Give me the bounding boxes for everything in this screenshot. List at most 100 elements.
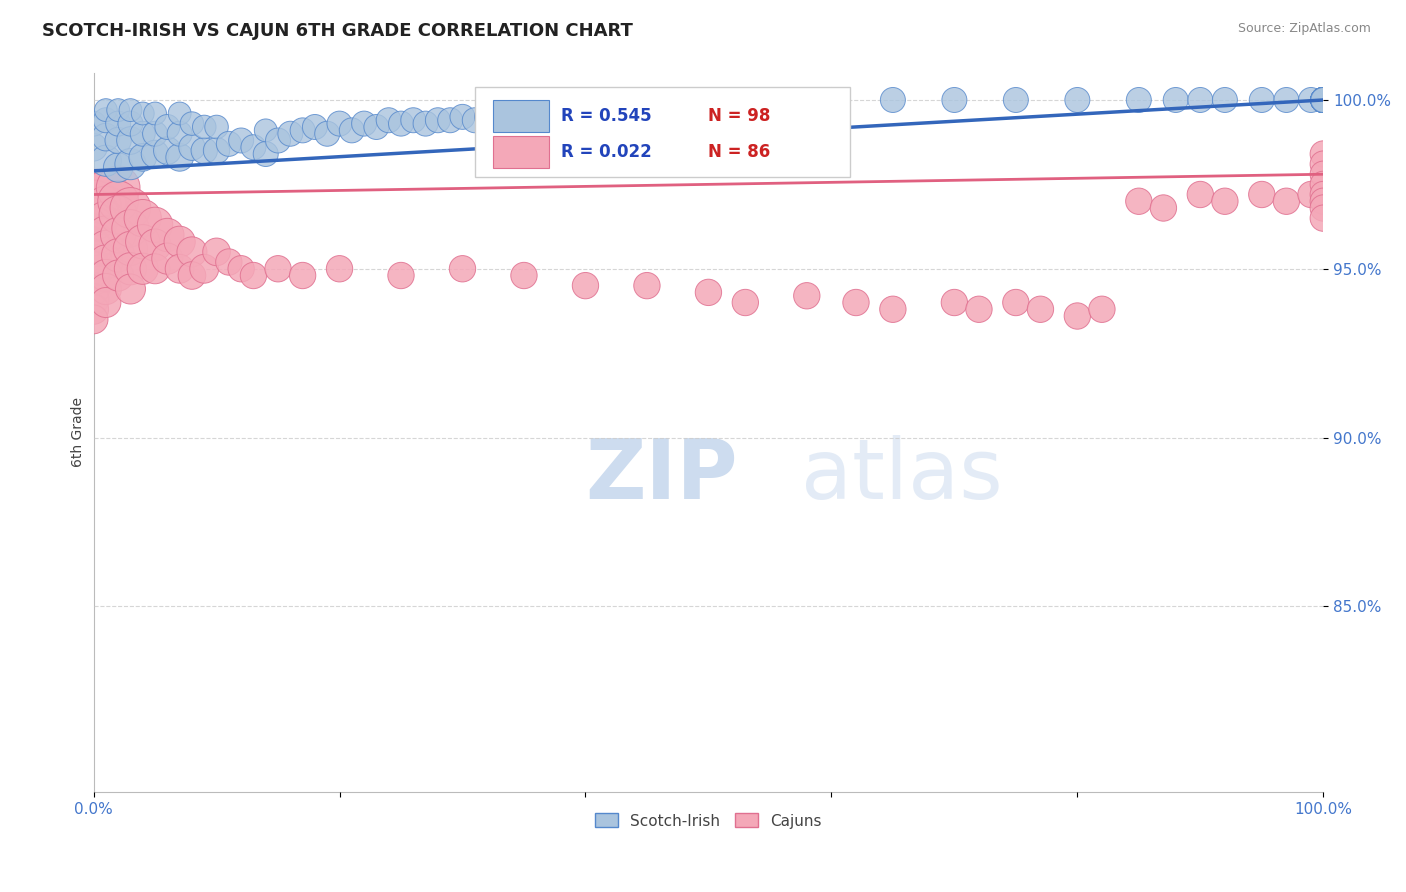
Point [1312,93,1334,107]
Point [562,103,585,117]
Point [1312,93,1334,107]
Point [83,235,105,249]
Point [205,144,228,158]
Point [169,106,191,120]
Point [389,117,412,131]
Point [83,194,105,209]
Point [1312,93,1334,107]
Point [83,312,105,326]
Point [1152,201,1174,215]
Point [304,120,326,134]
Point [120,133,142,147]
Point [599,100,621,114]
Point [242,268,264,283]
Bar [494,100,548,132]
Point [193,261,215,276]
Point [120,103,142,117]
Point [1128,93,1150,107]
Point [83,208,105,222]
Point [143,218,166,232]
Point [267,133,290,147]
Point [537,103,560,117]
Point [169,150,191,164]
Point [278,127,301,141]
Point [1189,187,1212,202]
Point [83,140,105,154]
Point [231,261,253,276]
Point [169,235,191,249]
Point [156,227,179,242]
Point [94,242,117,256]
Point [94,130,117,145]
Point [550,106,572,120]
Point [83,282,105,296]
Point [501,106,523,120]
Y-axis label: 6th Grade: 6th Grade [72,398,86,467]
Point [291,268,314,283]
Point [120,157,142,171]
Point [107,161,129,175]
Point [586,103,609,117]
Point [1312,93,1334,107]
Point [231,133,253,147]
Point [1312,194,1334,209]
Point [1312,93,1334,107]
Point [83,117,105,131]
Point [107,248,129,262]
Point [1164,93,1187,107]
Point [132,211,155,226]
Point [1091,302,1114,317]
Point [181,268,204,283]
Point [83,221,105,235]
Point [181,244,204,259]
Text: ZIP: ZIP [585,435,738,516]
Point [402,113,425,128]
Point [426,113,449,128]
Point [1312,93,1334,107]
Point [94,295,117,310]
Point [1312,93,1334,107]
Point [328,117,350,131]
Point [143,127,166,141]
Point [1312,147,1334,161]
Point [242,140,264,154]
Point [697,285,720,300]
Point [107,117,129,131]
Point [83,292,105,306]
Point [1312,178,1334,192]
Point [267,261,290,276]
Point [132,150,155,164]
Point [156,144,179,158]
Point [377,113,399,128]
Point [820,93,842,107]
Point [1189,93,1212,107]
Point [94,103,117,117]
Point [218,255,240,269]
Point [1066,309,1088,323]
Point [1312,93,1334,107]
Point [439,113,461,128]
Point [734,295,756,310]
Point [83,214,105,228]
Point [488,110,510,124]
Point [143,147,166,161]
Point [1299,93,1322,107]
Point [156,252,179,266]
Point [94,113,117,128]
Point [94,268,117,283]
Point [83,261,105,276]
Point [83,252,105,266]
Point [132,235,155,249]
Point [181,140,204,154]
Point [218,136,240,151]
Point [132,127,155,141]
Point [120,242,142,256]
Point [94,187,117,202]
Point [94,201,117,215]
Point [193,144,215,158]
Point [94,282,117,296]
Point [83,302,105,317]
Point [882,93,904,107]
Point [636,278,658,293]
Point [451,110,474,124]
